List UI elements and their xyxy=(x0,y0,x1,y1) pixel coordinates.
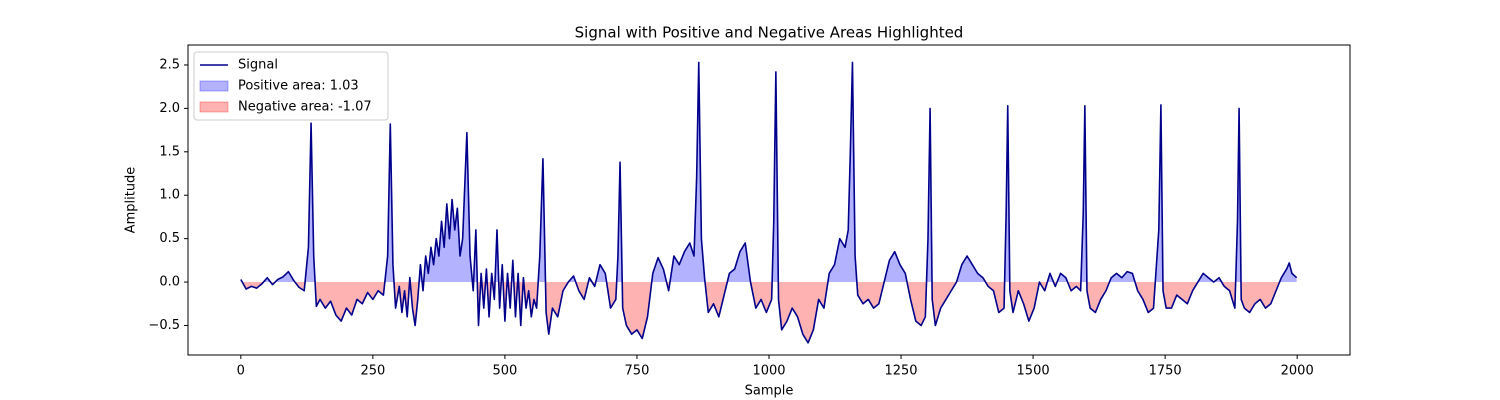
chart-title: Signal with Positive and Negative Areas … xyxy=(575,24,964,42)
x-tick-label: 250 xyxy=(360,364,385,379)
y-tick-label: 0.5 xyxy=(159,231,180,246)
y-tick-label: −0.5 xyxy=(148,318,180,333)
legend-patch xyxy=(199,80,229,92)
y-tick-label: 2.5 xyxy=(159,57,180,72)
signal-line xyxy=(240,61,1298,344)
y-tick-label: 1.5 xyxy=(159,144,180,159)
y-tick-label: 0.0 xyxy=(159,275,180,290)
legend-box xyxy=(193,51,389,121)
x-tick-label: 2000 xyxy=(1281,364,1314,379)
y-tick-label: 1.0 xyxy=(159,188,180,203)
y-axis-label: Amplitude xyxy=(124,167,139,234)
legend-label: Positive area: 1.03 xyxy=(238,79,359,94)
x-tick-label: 1500 xyxy=(1017,364,1050,379)
x-axis-label: Sample xyxy=(745,384,794,399)
x-tick-label: 0 xyxy=(237,364,245,379)
legend-patch xyxy=(199,101,229,113)
x-tick-label: 1000 xyxy=(752,364,785,379)
legend-label: Negative area: -1.07 xyxy=(238,100,372,115)
area-fill xyxy=(240,282,1297,343)
y-tick-label: 2.0 xyxy=(159,101,180,116)
x-tick-label: 750 xyxy=(625,364,650,379)
legend-label: Signal xyxy=(238,58,278,73)
x-tick-label: 500 xyxy=(492,364,517,379)
x-tick-label: 1250 xyxy=(884,364,917,379)
x-tick-label: 1750 xyxy=(1149,364,1182,379)
